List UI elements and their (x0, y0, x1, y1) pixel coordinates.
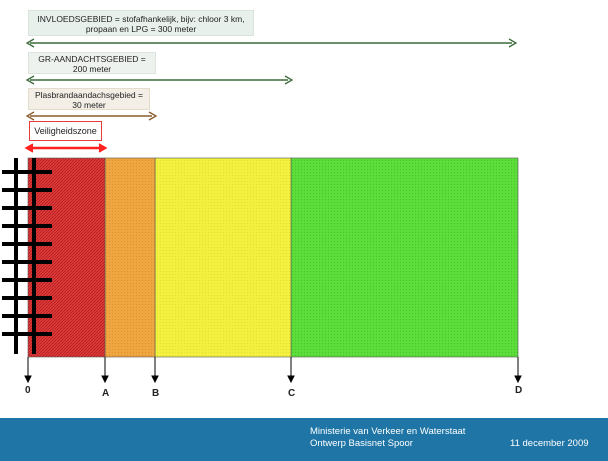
distance-markers (24, 357, 522, 384)
plasbrandaandachtsgebied-label: Plasbrandaandachsgebied = 30 meter (28, 88, 150, 110)
tick-label-b: B (152, 388, 160, 399)
railway-track (2, 158, 52, 354)
tick-label-d: D (515, 385, 523, 396)
footer-project: Ontwerp Basisnet Spoor (310, 438, 413, 449)
footer-ministry: Ministerie van Verkeer en Waterstaat (310, 426, 466, 437)
gr-aandachtsgebied-zone (154, 157, 292, 358)
plasbrand-arrow (25, 111, 158, 121)
veiligheidszone-arrow (24, 143, 108, 153)
footer-date: 11 december 2009 (510, 438, 589, 449)
plasbrand-zone (104, 157, 156, 358)
gr-aandachtsgebied-arrow (25, 75, 294, 85)
invloedsgebied-zone (290, 157, 519, 358)
invloedsgebied-arrow (25, 38, 518, 48)
tick-label-0: 0 (25, 385, 31, 396)
veiligheidszone-label: Veiligheidszone (29, 121, 102, 141)
tick-label-c: C (288, 388, 296, 399)
invloedsgebied-label: INVLOEDSGEBIED = stofafhankelijk, bijv: … (28, 10, 254, 36)
tick-label-a: A (102, 388, 110, 399)
gr-aandachtsgebied-label: GR-AANDACHTSGEBIED = 200 meter (28, 52, 156, 74)
footer-bar (0, 418, 608, 461)
veiligheidszone-zone (27, 157, 106, 358)
